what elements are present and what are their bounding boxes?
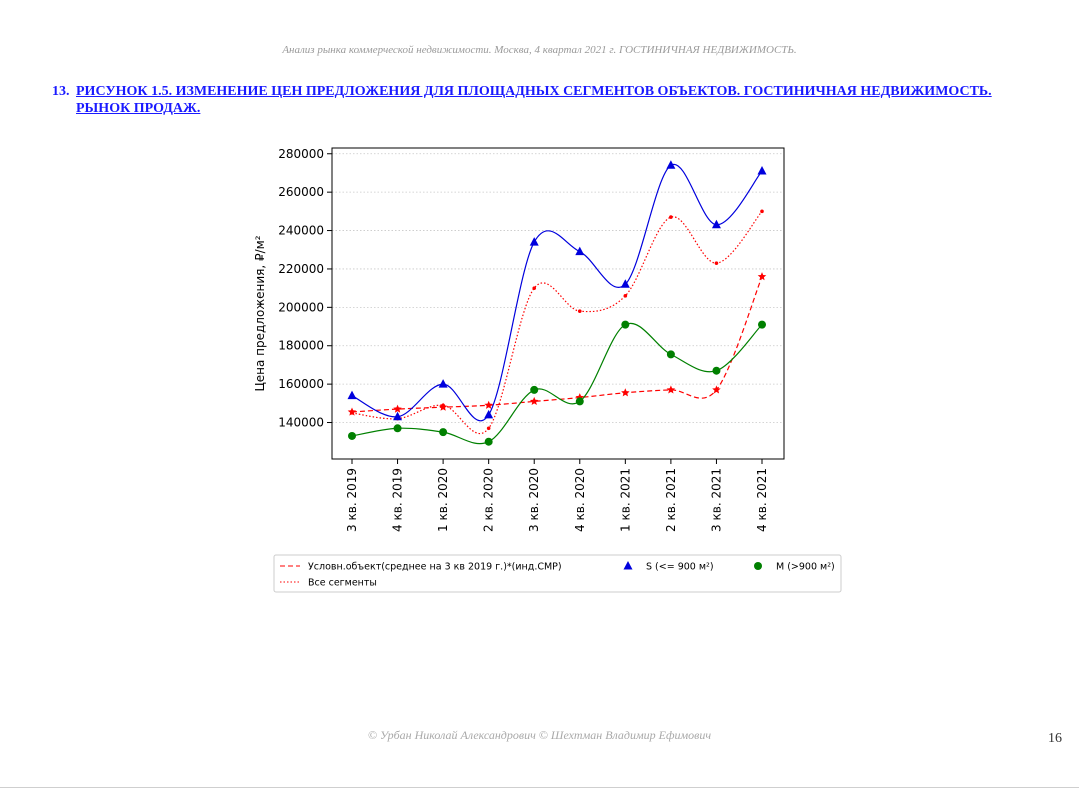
y-tick-label: 220000 — [278, 262, 324, 276]
y-tick-label: 260000 — [278, 185, 324, 199]
data-point — [712, 366, 721, 375]
legend: Условн.объект(среднее на 3 кв 2019 г.)*(… — [273, 554, 842, 593]
x-tick-label: 1 кв. 2020 — [436, 468, 450, 532]
legend-label: M (>900 м²) — [776, 562, 835, 573]
price-chart: 140000 160000 180000 200000 220000 240000 2600… — [253, 147, 842, 593]
y-tick-label: 240000 — [278, 224, 324, 238]
series-1 — [350, 209, 764, 435]
data-point — [666, 160, 676, 169]
plot-frame — [331, 147, 785, 460]
series-2 — [347, 160, 767, 422]
data-point — [484, 400, 493, 409]
x-tick-label: 3 кв. 2019 — [345, 468, 359, 532]
legend-swatch-marker — [623, 561, 633, 570]
data-point — [486, 426, 491, 431]
page-number: 16 — [1048, 731, 1062, 746]
x-tick-label: 2 кв. 2020 — [482, 468, 496, 532]
data-point — [439, 428, 448, 437]
data-point — [712, 385, 721, 394]
legend-item: Все сегменты — [280, 578, 377, 589]
legend-box — [273, 554, 842, 593]
data-point — [438, 379, 448, 388]
legend-item: Условн.объект(среднее на 3 кв 2019 г.)*(… — [280, 562, 562, 573]
data-point — [621, 320, 630, 329]
data-point — [621, 388, 630, 397]
copyright-footer: © Урбан Николай Александрович © Шехтман … — [367, 728, 712, 742]
y-tick-label: 140000 — [278, 416, 324, 430]
data-point — [669, 215, 673, 219]
data-point — [393, 411, 403, 421]
legend-label: Все сегменты — [308, 578, 377, 589]
data-point — [532, 286, 537, 290]
x-tick-label: 4 кв. 2020 — [573, 468, 587, 532]
data-point — [484, 437, 493, 446]
data-point — [441, 403, 445, 408]
data-point — [529, 396, 539, 405]
data-point — [620, 279, 630, 288]
data-point — [348, 431, 356, 440]
y-tick-label: 200000 — [278, 300, 324, 314]
data-point — [666, 350, 675, 359]
data-point — [393, 404, 402, 413]
data-point — [350, 411, 354, 415]
y-tick-label: 280000 — [278, 147, 324, 161]
data-point — [757, 166, 767, 175]
data-point — [484, 409, 494, 419]
data-point — [529, 237, 539, 246]
legend-swatch-marker — [754, 562, 762, 570]
figure-number: 13. — [52, 84, 70, 99]
data-point — [711, 219, 721, 229]
series-line — [351, 276, 763, 413]
data-point — [575, 397, 584, 406]
data-point — [758, 320, 766, 329]
data-point — [575, 246, 585, 256]
data-point — [393, 424, 402, 433]
y-axis-label: Цена предложения, ₽/м² — [253, 235, 267, 391]
x-tick-label: 4 кв. 2021 — [755, 468, 769, 532]
series-line — [351, 322, 763, 445]
series-3 — [348, 320, 766, 446]
x-tick-label: 2 кв. 2021 — [664, 468, 678, 532]
data-point — [347, 390, 357, 400]
data-point — [577, 309, 582, 313]
figure-title-link[interactable]: РИСУНОК 1.5. ИЗМЕНЕНИЕ ЦЕН ПРЕДЛОЖЕНИЯ Д… — [76, 84, 992, 116]
legend-item: S (<= 900 м²) — [623, 561, 714, 573]
data-point — [760, 209, 764, 214]
data-point — [714, 261, 719, 265]
running-header: Анализ рынка коммерческой недвижимости. … — [282, 44, 797, 56]
y-tick-label: 160000 — [278, 377, 324, 391]
data-point — [623, 294, 628, 298]
series-line — [351, 163, 763, 422]
figure-title: 13. РИСУНОК 1.5. ИЗМЕНЕНИЕ ЦЕН ПРЕДЛОЖЕН… — [52, 83, 1012, 117]
legend-item: M (>900 м²) — [754, 562, 835, 573]
x-tick-label: 4 кв. 2019 — [391, 468, 405, 532]
x-tick-label: 3 кв. 2020 — [527, 468, 541, 532]
bottom-rule — [0, 787, 1079, 788]
y-tick-label: 180000 — [278, 339, 324, 353]
x-tick-label: 1 кв. 2021 — [618, 468, 632, 532]
series-line — [351, 210, 763, 435]
legend-label: S (<= 900 м²) — [646, 562, 714, 573]
data-point — [757, 272, 767, 281]
series-0 — [347, 272, 767, 416]
data-point — [666, 385, 676, 394]
x-tick-label: 3 кв. 2021 — [709, 468, 723, 532]
data-point — [530, 385, 539, 394]
legend-label: Условн.объект(среднее на 3 кв 2019 г.)*(… — [308, 562, 562, 573]
